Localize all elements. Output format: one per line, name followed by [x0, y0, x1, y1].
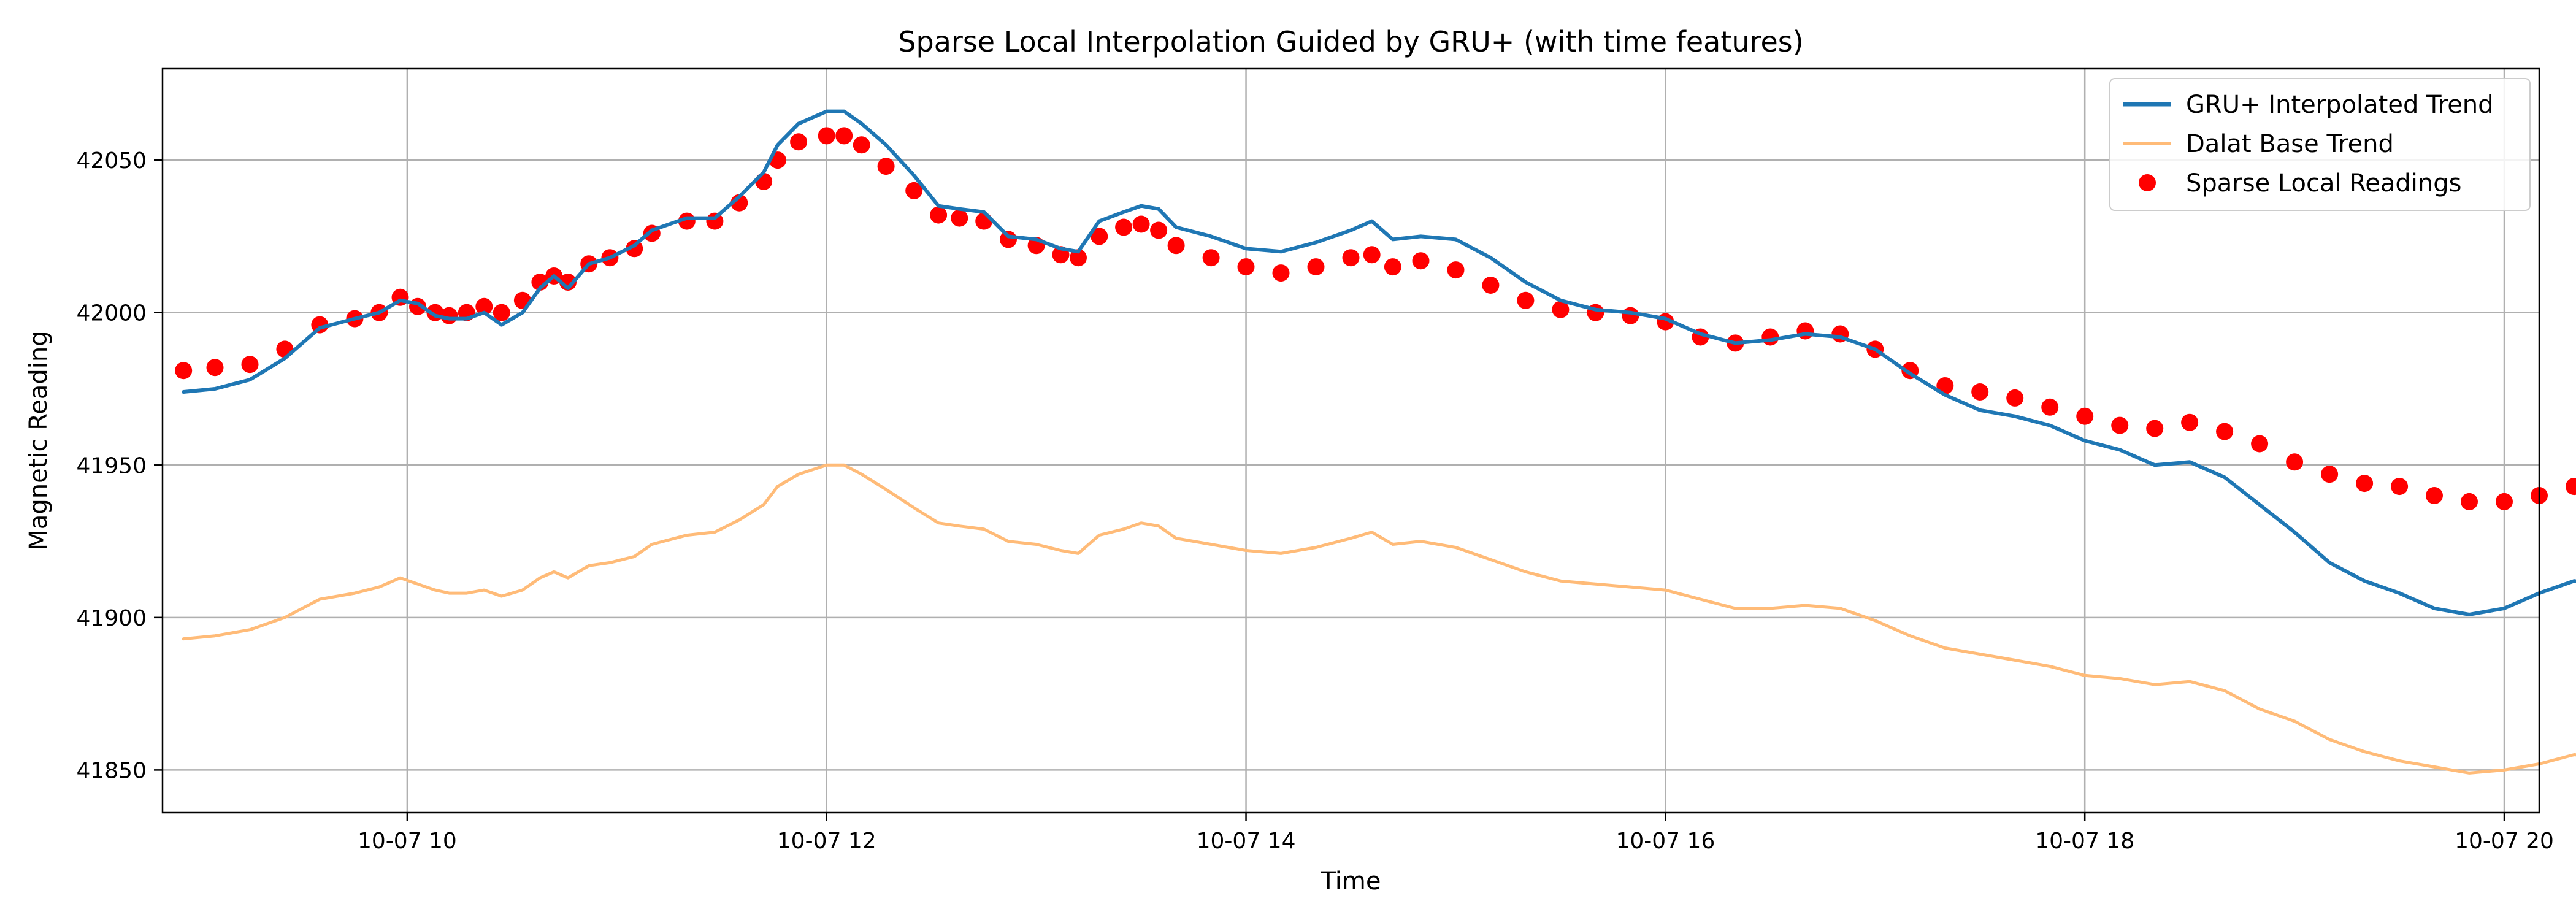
sparse-reading-point [2426, 487, 2443, 504]
sparse-reading-point [2356, 475, 2374, 493]
sparse-reading-point [175, 362, 193, 380]
y-tick-label: 41900 [76, 606, 147, 631]
sparse-reading-point [2566, 478, 2576, 496]
sparse-reading-point [475, 297, 493, 315]
y-tick-label: 41850 [76, 758, 147, 783]
sparse-reading-point [1342, 249, 1360, 267]
sparse-reading-point [2216, 423, 2234, 440]
sparse-reading-point [1115, 218, 1133, 236]
sparse-reading-point [2391, 478, 2409, 496]
sparse-reading-point [1091, 228, 1108, 245]
sparse-reading-point [206, 359, 224, 377]
sparse-reading-point [241, 356, 259, 374]
sparse-reading-point [2041, 398, 2059, 416]
legend-label-gru: GRU+ Interpolated Trend [2186, 91, 2494, 119]
sparse-reading-point [2076, 407, 2094, 425]
sparse-reading-point [1070, 249, 1087, 267]
chart-title: Sparse Local Interpolation Guided by GRU… [898, 25, 1803, 58]
sparse-reading-point [2496, 493, 2513, 510]
legend-swatch-sparse [2139, 174, 2156, 191]
x-tick-label: 10-07 20 [2455, 829, 2554, 854]
sparse-reading-point [1412, 252, 1430, 270]
y-tick-label: 41950 [76, 453, 147, 478]
sparse-reading-point [1237, 258, 1255, 276]
sparse-reading-point [975, 212, 993, 230]
sparse-reading-point [1447, 261, 1465, 279]
plot-area [175, 109, 2576, 775]
sparse-reading-point [818, 127, 835, 145]
sparse-reading-point [1202, 249, 1220, 267]
sparse-reading-point [2111, 416, 2129, 434]
sparse-reading-point [790, 133, 808, 151]
sparse-reading-point [2461, 493, 2478, 510]
gru-interpolated-trend-line [182, 109, 2576, 616]
sparse-reading-point [1761, 328, 1779, 346]
sparse-reading-point [951, 209, 968, 227]
legend-label-dalat: Dalat Base Trend [2186, 130, 2394, 158]
sparse-reading-point [835, 127, 853, 145]
axes-frame [161, 67, 2540, 814]
sparse-reading-point [1552, 301, 1570, 318]
sparse-reading-point [930, 206, 948, 224]
x-tick-label: 10-07 16 [1616, 829, 1715, 854]
sparse-reading-point [1517, 291, 1535, 309]
sparse-reading-point [2181, 413, 2199, 431]
legend-label-sparse: Sparse Local Readings [2186, 169, 2462, 197]
sparse-reading-point [1384, 258, 1401, 276]
dalat-base-trend-line [182, 463, 2576, 775]
sparse-reading-point [2006, 389, 2024, 407]
sparse-reading-point [1132, 215, 1150, 233]
x-axis-label: Time [1321, 867, 1381, 895]
sparse-reading-point [1796, 322, 1814, 340]
sparse-reading-point [1363, 246, 1381, 264]
y-tick-label: 42050 [76, 148, 147, 174]
sparse-reading-point [1000, 231, 1017, 248]
sparse-reading-point [2251, 435, 2269, 453]
sparse-reading-point [1482, 277, 1500, 294]
sparse-reading-point [2146, 420, 2164, 437]
x-tick-label: 10-07 12 [777, 829, 876, 854]
sparse-reading-point [311, 316, 329, 334]
sparse-reading-point [905, 182, 923, 199]
tick-marks: 41850 41900 41950 42000 42050 10-07 10 10-07 1… [76, 148, 2553, 854]
sparse-reading-point [2321, 466, 2339, 483]
sparse-reading-point [755, 172, 773, 190]
y-axis-label: Magnetic Reading [25, 331, 53, 550]
sparse-reading-point [853, 136, 870, 154]
x-tick-label: 10-07 18 [2035, 829, 2134, 854]
y-tick-label: 42000 [76, 301, 147, 326]
x-tick-label: 10-07 14 [1197, 829, 1296, 854]
legend: GRU+ Interpolated Trend Dalat Base Trend… [2109, 78, 2531, 211]
sparse-reading-point [626, 240, 643, 258]
sparse-reading-point [1971, 383, 1989, 401]
legend-box [2109, 78, 2531, 211]
sparse-reading-point [1150, 221, 1168, 239]
x-tick-label: 10-07 10 [358, 829, 457, 854]
sparse-reading-point [1272, 264, 1290, 282]
sparse-reading-point [1936, 377, 1954, 394]
sparse-reading-point [877, 158, 895, 175]
sparse-reading-point [1307, 258, 1325, 276]
sparse-reading-point [1622, 307, 1639, 324]
sparse-reading-point [493, 304, 510, 321]
sparse-reading-point [2286, 453, 2304, 471]
sparse-reading-point [1167, 237, 1185, 255]
